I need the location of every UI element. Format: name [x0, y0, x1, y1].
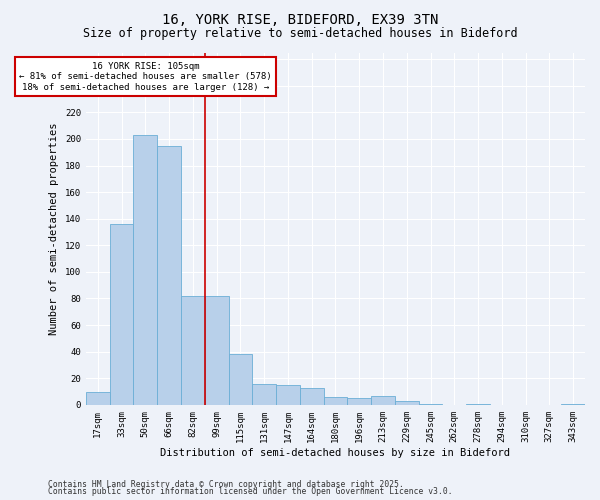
Bar — [181, 296, 205, 405]
Text: 16 YORK RISE: 105sqm
← 81% of semi-detached houses are smaller (578)
18% of semi: 16 YORK RISE: 105sqm ← 81% of semi-detac… — [19, 62, 272, 92]
Bar — [466, 404, 490, 405]
Text: 16, YORK RISE, BIDEFORD, EX39 3TN: 16, YORK RISE, BIDEFORD, EX39 3TN — [162, 12, 438, 26]
Bar — [300, 388, 323, 405]
Bar — [157, 146, 181, 405]
X-axis label: Distribution of semi-detached houses by size in Bideford: Distribution of semi-detached houses by … — [160, 448, 511, 458]
Bar — [276, 385, 300, 405]
Bar — [253, 384, 276, 405]
Bar — [323, 397, 347, 405]
Bar — [561, 404, 585, 405]
Bar — [205, 296, 229, 405]
Bar — [86, 392, 110, 405]
Text: Contains HM Land Registry data © Crown copyright and database right 2025.: Contains HM Land Registry data © Crown c… — [48, 480, 404, 489]
Bar — [133, 135, 157, 405]
Bar — [395, 401, 419, 405]
Bar — [229, 354, 253, 405]
Bar — [371, 396, 395, 405]
Bar — [347, 398, 371, 405]
Text: Contains public sector information licensed under the Open Government Licence v3: Contains public sector information licen… — [48, 488, 452, 496]
Bar — [110, 224, 133, 405]
Bar — [419, 404, 442, 405]
Y-axis label: Number of semi-detached properties: Number of semi-detached properties — [49, 122, 59, 335]
Text: Size of property relative to semi-detached houses in Bideford: Size of property relative to semi-detach… — [83, 28, 517, 40]
